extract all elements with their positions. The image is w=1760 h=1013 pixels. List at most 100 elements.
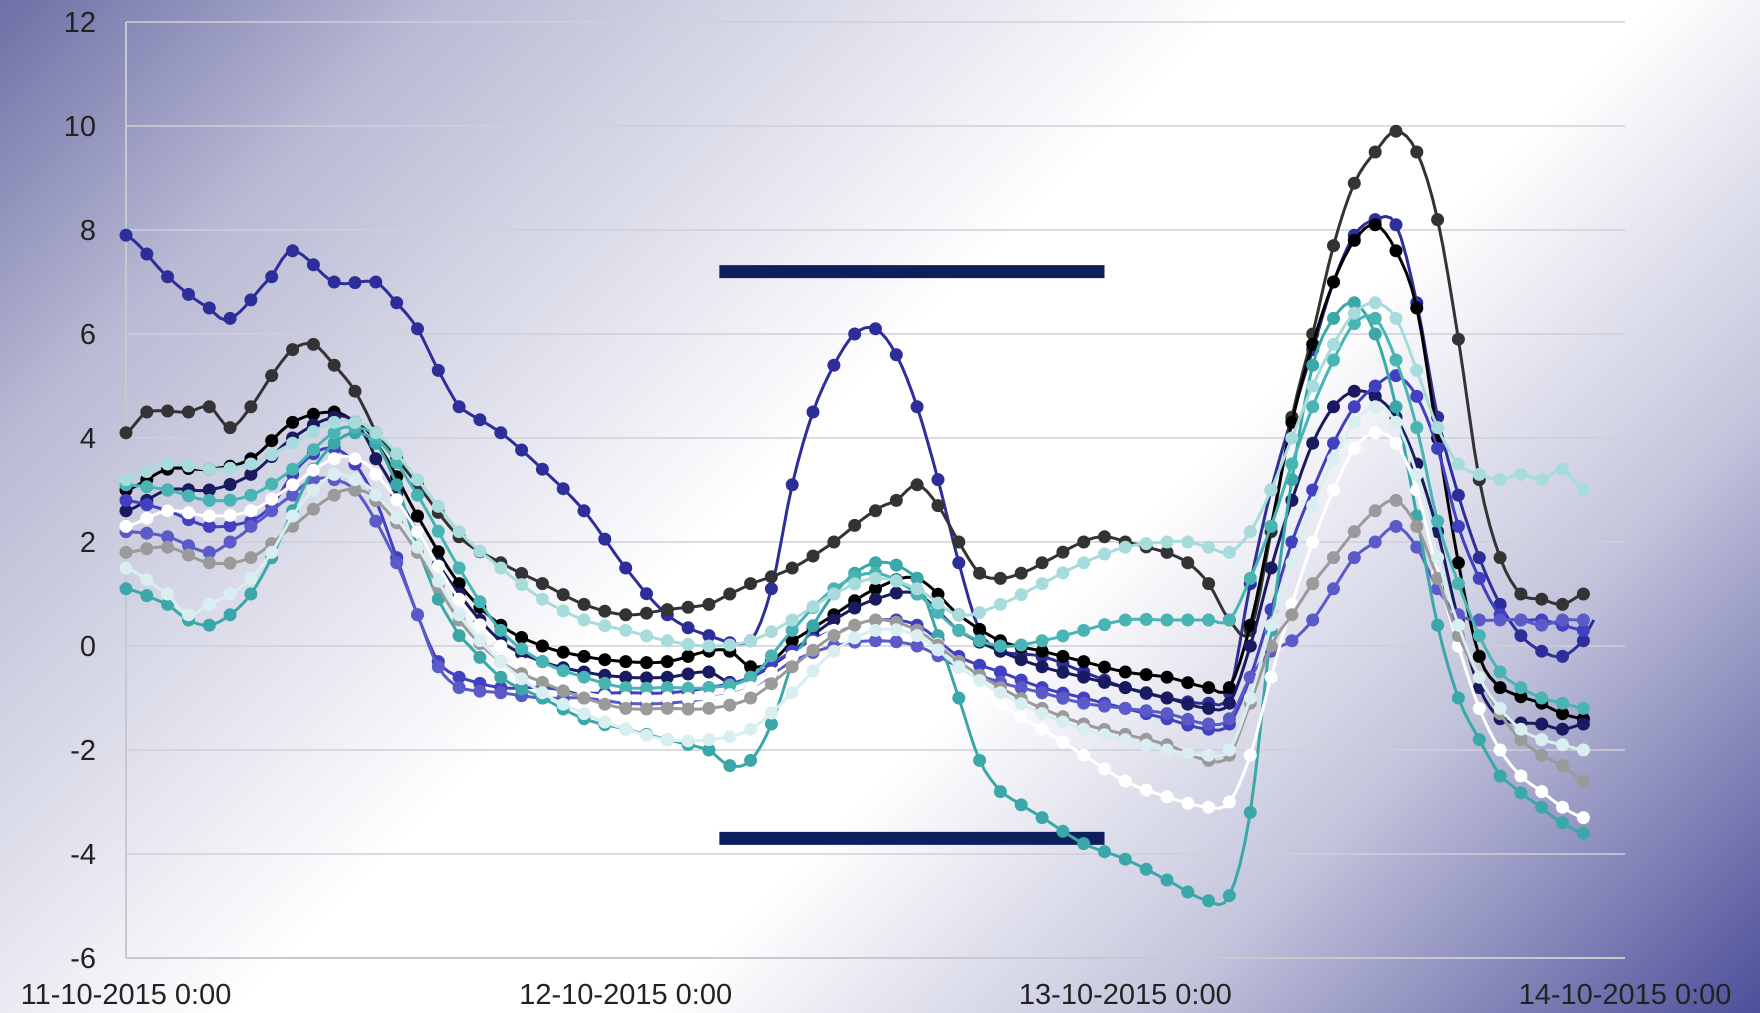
- data-point: [1347, 400, 1361, 414]
- data-point: [1368, 296, 1382, 310]
- data-point: [952, 608, 966, 622]
- data-point: [1556, 722, 1569, 736]
- data-point: [1389, 519, 1403, 533]
- data-point: [556, 604, 570, 618]
- data-point: [327, 467, 341, 481]
- data-point: [244, 457, 258, 471]
- data-point: [1222, 795, 1236, 809]
- data-point: [1327, 452, 1340, 466]
- data-point: [1222, 545, 1236, 559]
- data-point: [515, 631, 529, 644]
- data-point: [1347, 306, 1361, 320]
- data-point: [993, 597, 1007, 611]
- data-point: [535, 592, 549, 606]
- data-point: [973, 658, 987, 672]
- data-point: [119, 504, 133, 518]
- data-point: [244, 519, 258, 533]
- data-point: [1368, 400, 1382, 414]
- data-point: [515, 642, 529, 656]
- data-point: [1368, 426, 1382, 440]
- data-point: [1285, 634, 1299, 648]
- data-point: [702, 665, 716, 679]
- data-point: [1451, 519, 1465, 533]
- data-point: [1118, 681, 1132, 695]
- data-point: [723, 730, 737, 744]
- data-point: [702, 691, 716, 705]
- data-point: [327, 415, 341, 429]
- series-12: [119, 400, 1590, 762]
- data-point: [764, 666, 778, 680]
- data-point: [327, 452, 341, 466]
- data-point: [1077, 535, 1091, 549]
- data-point: [348, 483, 362, 497]
- data-point: [848, 327, 862, 341]
- data-point: [1514, 733, 1528, 747]
- data-point: [1535, 473, 1549, 487]
- data-point: [1264, 670, 1278, 684]
- data-point: [411, 488, 424, 502]
- data-point: [1576, 743, 1590, 757]
- data-point: [119, 519, 133, 533]
- data-point: [1014, 798, 1028, 812]
- data-point: [806, 600, 820, 614]
- data-point: [1160, 691, 1174, 705]
- data-point: [1160, 545, 1174, 559]
- data-point: [286, 244, 300, 258]
- data-point: [1514, 722, 1528, 736]
- data-point: [806, 549, 820, 563]
- data-point: [306, 407, 320, 421]
- data-point: [306, 443, 320, 457]
- data-point: [1472, 701, 1486, 715]
- data-point: [640, 691, 653, 705]
- data-point: [1285, 608, 1299, 622]
- data-point: [744, 577, 758, 591]
- data-point: [785, 660, 799, 674]
- data-point: [390, 447, 404, 461]
- data-point: [1576, 613, 1590, 627]
- data-point: [1347, 176, 1361, 190]
- data-point: [161, 597, 175, 611]
- data-point: [161, 530, 175, 544]
- data-point: [931, 606, 945, 619]
- data-point: [348, 473, 362, 487]
- data-point: [869, 571, 882, 585]
- data-point: [869, 322, 882, 336]
- data-point: [681, 692, 695, 706]
- data-point: [390, 511, 404, 525]
- data-point: [931, 643, 945, 657]
- data-point: [473, 544, 487, 558]
- data-point: [306, 502, 320, 516]
- data-point: [806, 643, 820, 657]
- data-point: [1472, 467, 1486, 481]
- data-point: [1077, 837, 1091, 851]
- data-point: [889, 574, 903, 588]
- data-point: [1118, 540, 1132, 554]
- data-point: [973, 634, 987, 648]
- data-point: [723, 688, 737, 702]
- data-point: [910, 400, 924, 414]
- data-point: [702, 597, 716, 611]
- data-point: [1118, 665, 1132, 679]
- data-point: [1472, 613, 1486, 627]
- data-point: [1222, 743, 1236, 757]
- data-point: [556, 482, 570, 496]
- data-point: [1535, 717, 1549, 731]
- series-line: [125, 389, 1584, 731]
- data-point: [431, 559, 445, 573]
- data-point: [702, 733, 716, 747]
- data-point: [202, 301, 216, 315]
- data-point: [806, 664, 820, 678]
- data-point: [202, 493, 216, 507]
- data-point: [161, 404, 175, 418]
- data-point: [515, 443, 529, 457]
- data-point: [1514, 613, 1528, 627]
- data-point: [1243, 639, 1257, 653]
- data-point: [1077, 722, 1091, 736]
- data-point: [1535, 748, 1549, 762]
- data-point: [140, 480, 154, 494]
- data-point: [1347, 233, 1361, 247]
- data-point: [265, 448, 279, 462]
- data-point: [1368, 379, 1382, 393]
- data-point: [494, 561, 508, 575]
- data-point: [244, 293, 258, 307]
